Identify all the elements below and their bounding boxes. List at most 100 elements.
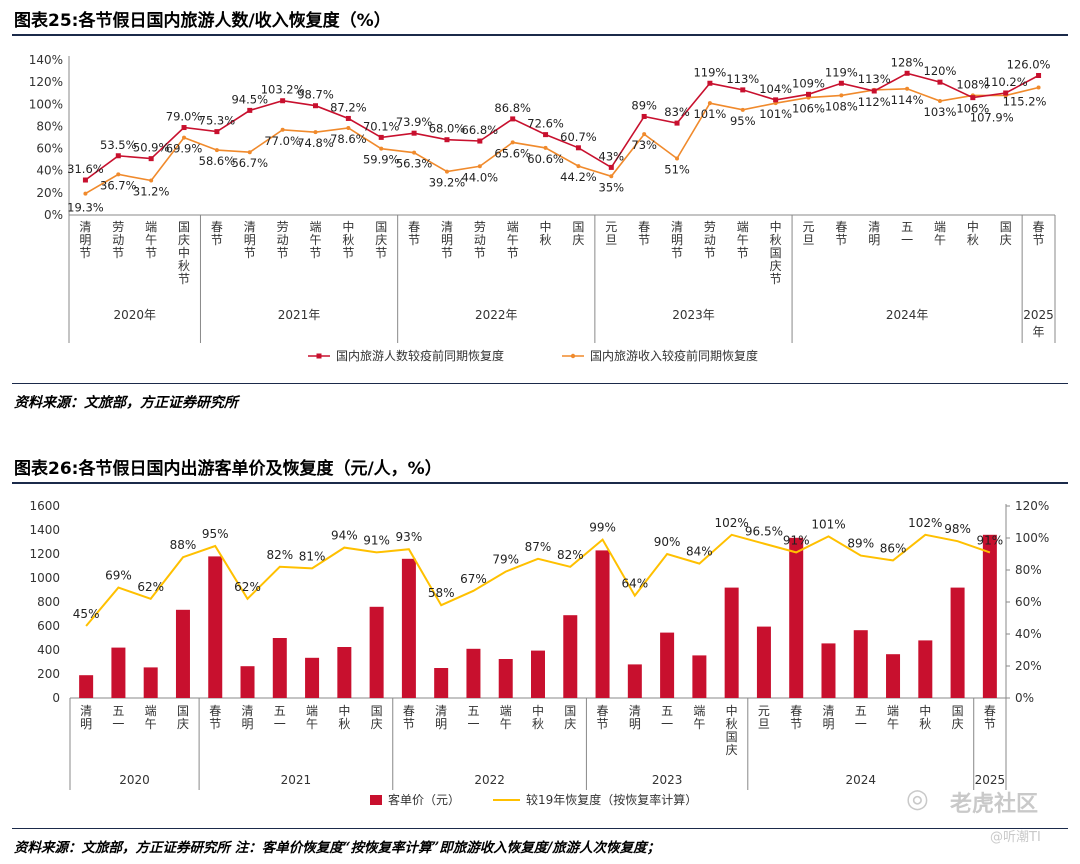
x-category-label: 春节 [790,704,802,731]
y2-tick-label: 80% [1015,563,1042,577]
watermark-logo-icon: ◎ [906,784,929,814]
x-category-label: 清明节 [671,220,683,260]
x-category-label-char: 中 [919,703,931,718]
x-category-label: 五一 [855,704,867,731]
x-category-label-char: 国 [371,704,383,718]
x-category-label-char: 午 [934,233,946,247]
series-marker [871,88,877,94]
y-tick-label: 1600 [29,499,60,513]
line-data-label: 79% [492,553,519,567]
line-data-label: 89% [847,537,874,551]
x-category-label-char: 端 [306,704,318,718]
x-category-label-char: 庆 [952,717,964,731]
x-category-label-char: 庆 [572,233,584,247]
x-category-label-char: 节 [1033,233,1045,247]
bar [982,534,997,698]
line-data-label: 81% [299,549,326,563]
line-data-label: 91% [363,533,390,547]
x-category-label: 劳动节 [112,220,124,260]
figure1-source-rule [12,383,1068,384]
figure1-chart: 0%20%40%60%80%100%120%140%清明节劳动节端午节国庆中秋节… [29,53,1056,363]
x-category-label: 元旦 [758,704,770,731]
x-category-label: 春节 [638,220,650,247]
x-category-label-char: 节 [638,233,650,247]
x-category-label: 春节 [209,704,221,731]
x-category-label: 国庆 [564,704,576,731]
x-category-label: 劳动节 [704,220,716,260]
x-category-label: 清明 [868,220,880,247]
series-marker [970,95,976,101]
x-category-label-char: 明 [822,717,834,731]
series-marker [444,169,449,174]
bar [627,664,642,698]
x-category-label-char: 国 [375,220,387,234]
x-category-label: 春节 [835,220,847,247]
bar [531,650,545,698]
red-data-label: 53.5% [100,138,137,152]
red-data-label: 31.6% [67,162,104,176]
x-category-label: 五一 [112,704,124,731]
line-data-label: 62% [234,580,261,594]
x-category-label-char: 一 [661,717,673,731]
x-category-label-char: 春 [984,704,996,718]
x-category-label-char: 秋 [967,233,979,247]
bar [595,550,610,698]
red-data-label: 60.7% [560,130,597,144]
orange-data-label: 107.9% [970,111,1014,125]
series-marker [510,140,515,145]
series-marker [806,91,811,97]
red-data-label: 103.2% [261,83,305,97]
y-tick-label: 400 [37,643,60,657]
red-data-label: 128% [891,55,924,69]
x-category-label: 端午 [306,704,318,731]
line-data-label: 91% [783,533,810,547]
x-category-label-char: 端 [145,704,157,718]
figure1-source: 资料来源：文旅部，方正证券研究所 [14,395,238,411]
line-data-label: 102% [908,516,942,530]
line-data-label: 94% [331,529,358,543]
line-data-label: 82% [266,548,293,562]
line-data-label: 58% [428,586,455,600]
y2-tick-label: 100% [1015,531,1049,545]
red-data-label: 112% [858,95,891,109]
line-data-label: 96.5% [745,525,783,539]
x-category-label: 春节 [408,220,420,247]
series-marker [148,156,154,162]
figure2-chart: 0 200 400 600 800 1000 1200 1400 1600 0% 20% 40% 60%… [29,499,1049,807]
x-category-label-char: 节 [671,246,683,260]
x-category-label: 国庆 [177,704,189,731]
line-data-label: 90% [654,535,681,549]
x-category-label-char: 午 [309,233,321,247]
x-category-label: 中秋 [532,703,544,731]
bar [79,675,94,698]
x-category-label-char: 国 [178,220,190,234]
x-category-label: 清明节 [79,220,91,260]
bar [756,626,771,698]
x-category-label: 国庆 [1000,220,1012,247]
x-category-label: 端午 [500,704,512,731]
x-category-label: 中秋 [967,219,979,247]
x-category-label-char: 春 [638,220,650,234]
red-data-label: 73.9% [396,115,433,129]
y2-tick-label: 120% [1015,499,1049,513]
y-tick-label: 120% [29,75,63,89]
y-tick-label: 0 [52,691,60,705]
series-marker [707,101,712,106]
x-category-label-char: 节 [79,246,91,260]
series-marker [280,127,285,132]
x-category-label-char: 春 [403,704,415,718]
orange-data-label: 60.6% [527,152,564,166]
year-label: 2023年 [672,308,715,322]
x-category-label-char: 节 [145,246,157,260]
x-category-label-char: 清 [80,704,92,718]
watermark-site: 老虎社区 [950,792,1039,817]
y-tick-label: 200 [37,667,60,681]
line-data-label: 102% [714,516,748,530]
line-data-label: 67% [460,572,487,586]
series-marker [346,125,351,130]
watermark-account: @听潮TI [990,830,1041,845]
series-marker [1036,85,1041,90]
x-category-label-char: 午 [500,717,512,731]
orange-data-label: 74.8% [297,136,334,150]
